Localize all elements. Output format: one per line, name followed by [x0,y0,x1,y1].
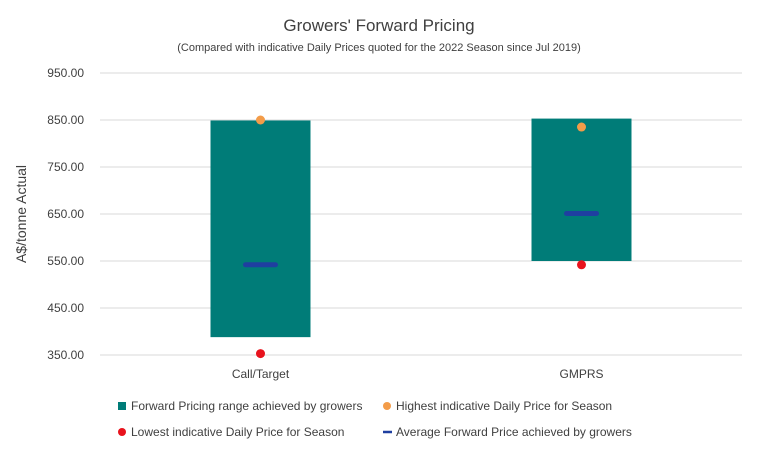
range-bars [210,118,632,338]
chart-subtitle: (Compared with indicative Daily Prices q… [177,42,581,54]
legend-label: Forward Pricing range achieved by grower… [131,399,362,413]
legend-swatch-lowest [118,428,126,436]
chart-title: Growers' Forward Pricing [283,16,474,35]
x-axis-ticks: Call/Target GMPRS [232,367,604,381]
legend-label: Highest indicative Daily Price for Seaso… [396,399,612,413]
legend: Forward Pricing range achieved by grower… [118,399,632,439]
range-bar [531,118,632,261]
highest-price-point [577,122,586,132]
lowest-price-point [577,260,586,270]
y-tick-label: 350.00 [47,348,84,362]
range-bar [210,120,311,338]
y-axis-ticks: 350.00 450.00 550.00 650.00 750.00 850.00 950.… [47,66,84,362]
legend-label: Average Forward Price achieved by grower… [396,425,632,439]
gridlines [100,72,742,356]
y-tick-label: 850.00 [47,113,84,127]
y-tick-label: 950.00 [47,66,84,80]
y-tick-label: 450.00 [47,301,84,315]
y-tick-label: 550.00 [47,254,84,268]
y-axis-title: A$/tonne Actual [13,165,29,263]
legend-swatch-range [118,402,126,410]
highest-price-point [256,115,265,125]
y-tick-label: 650.00 [47,207,84,221]
x-tick-label: Call/Target [232,367,290,381]
x-tick-label: GMPRS [559,367,603,381]
legend-label: Lowest indicative Daily Price for Season [131,425,344,439]
legend-swatch-highest [383,402,391,410]
lowest-price-point [256,349,265,359]
price-markers [243,115,599,359]
y-tick-label: 750.00 [47,160,84,174]
